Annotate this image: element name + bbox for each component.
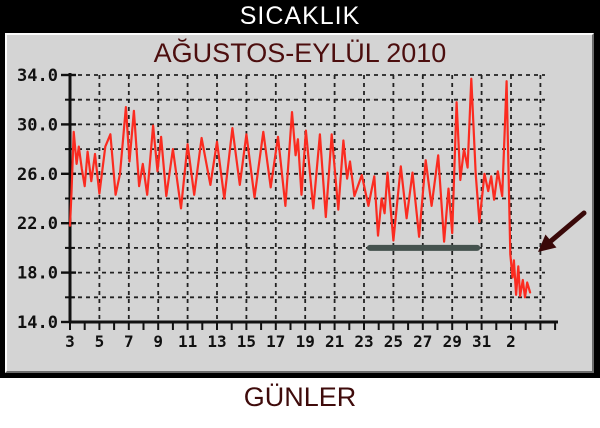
x-tick-label: 27 (413, 332, 432, 351)
x-tick-label: 15 (237, 332, 256, 351)
y-tick-label: 14.0 (17, 313, 58, 333)
x-axis-title: GÜNLER (243, 382, 357, 412)
y-ticks (61, 73, 76, 324)
x-tick-label: 31 (472, 332, 491, 351)
x-tick-label: 29 (443, 332, 462, 351)
arrow-head (538, 234, 557, 252)
app-title: SICAKLIK (239, 2, 361, 30)
y-tick-label: 34.0 (17, 66, 58, 86)
arrow-shaft (545, 210, 587, 247)
x-tick-label: 25 (384, 332, 403, 351)
temperature-line (68, 77, 532, 299)
x-tick-label: 17 (266, 332, 285, 351)
x-tick-label: 11 (178, 332, 197, 351)
y-tick-label: 22.0 (17, 214, 58, 234)
y-tick-label: 30.0 (17, 115, 58, 135)
x-tick-label: 21 (325, 332, 344, 351)
x-tick-label: 7 (124, 332, 134, 351)
chart-frame: SICAKLIK AĞUSTOS-EYLÜL 2010 14.0 18.0 22.0… (0, 0, 600, 378)
annotation-arrow (538, 210, 587, 252)
x-tick-label: 13 (207, 332, 226, 351)
x-tick-label: 5 (95, 332, 105, 351)
x-tick-label: 23 (354, 332, 373, 351)
x-ticks (69, 322, 557, 330)
chart-panel (5, 33, 594, 373)
y-tick-label: 26.0 (17, 165, 58, 185)
x-tick-label: 3 (65, 332, 75, 351)
chart-canvas: 14.0 18.0 22.0 26.0 30.0 34.0 3 5 7 9 11 13 15 17 19 21… (17, 66, 587, 351)
x-tick-label: 9 (153, 332, 163, 351)
x-tick-label: 19 (296, 332, 315, 351)
x-tick-label: 2 (506, 332, 516, 351)
chart-title: AĞUSTOS-EYLÜL 2010 (153, 38, 447, 68)
y-tick-label: 18.0 (17, 264, 58, 284)
